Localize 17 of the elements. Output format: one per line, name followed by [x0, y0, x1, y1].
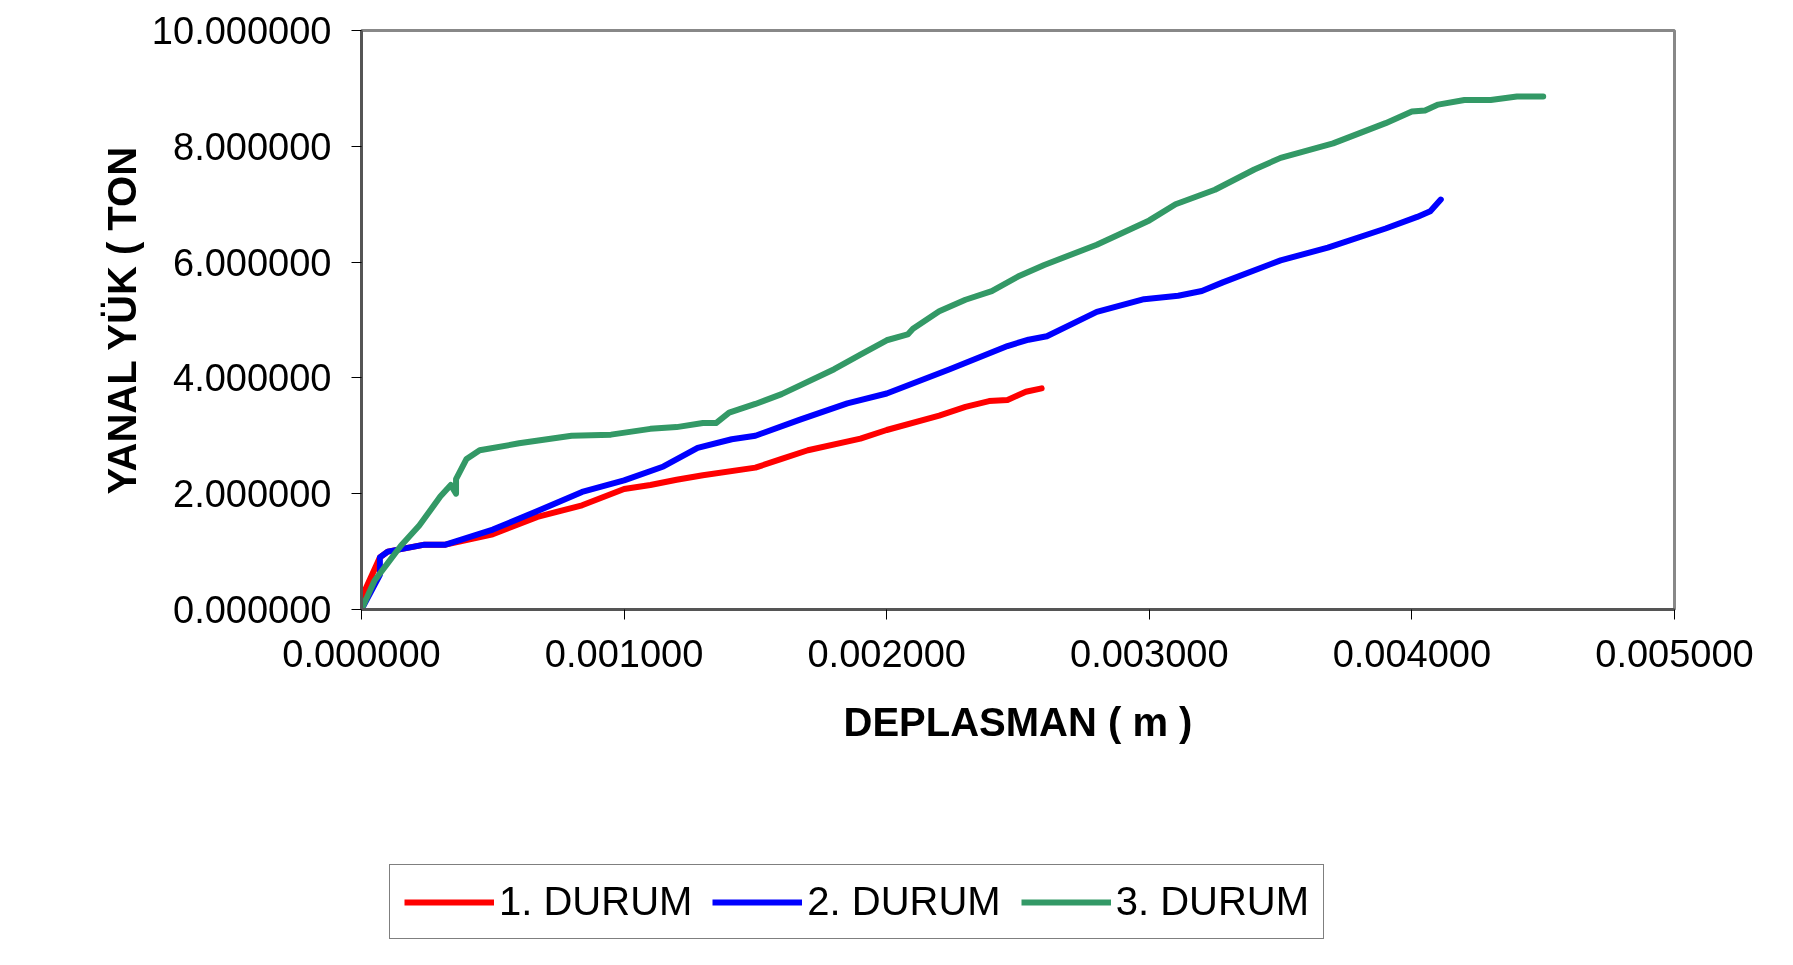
y-tick-label: 4.000000: [173, 357, 332, 400]
x-tick-label: 0.000000: [282, 632, 441, 675]
x-tick-label: 0.004000: [1332, 632, 1492, 675]
y-tick-label: 2.000000: [173, 473, 332, 516]
y-tick-label: 0.000000: [173, 589, 332, 631]
y-axis-title: YANAL YÜK ( TON: [99, 146, 144, 495]
y-tick-label: 6.000000: [173, 241, 332, 284]
y-tick-label: 8.000000: [173, 125, 332, 168]
x-tick-label: 0.003000: [1070, 632, 1229, 675]
legend-label: 1. DURUM: [499, 879, 693, 924]
legend-label: 3. DURUM: [1115, 879, 1310, 924]
x-tick-label: 0.001000: [544, 632, 704, 675]
legend-label: 2. DURUM: [807, 879, 1001, 924]
x-tick-label: 0.005000: [1595, 632, 1754, 675]
x-axis-title: DEPLASMAN ( m ): [843, 699, 1193, 744]
y-tick-label: 10.000000: [151, 10, 332, 52]
x-tick-label: 0.002000: [807, 632, 966, 675]
